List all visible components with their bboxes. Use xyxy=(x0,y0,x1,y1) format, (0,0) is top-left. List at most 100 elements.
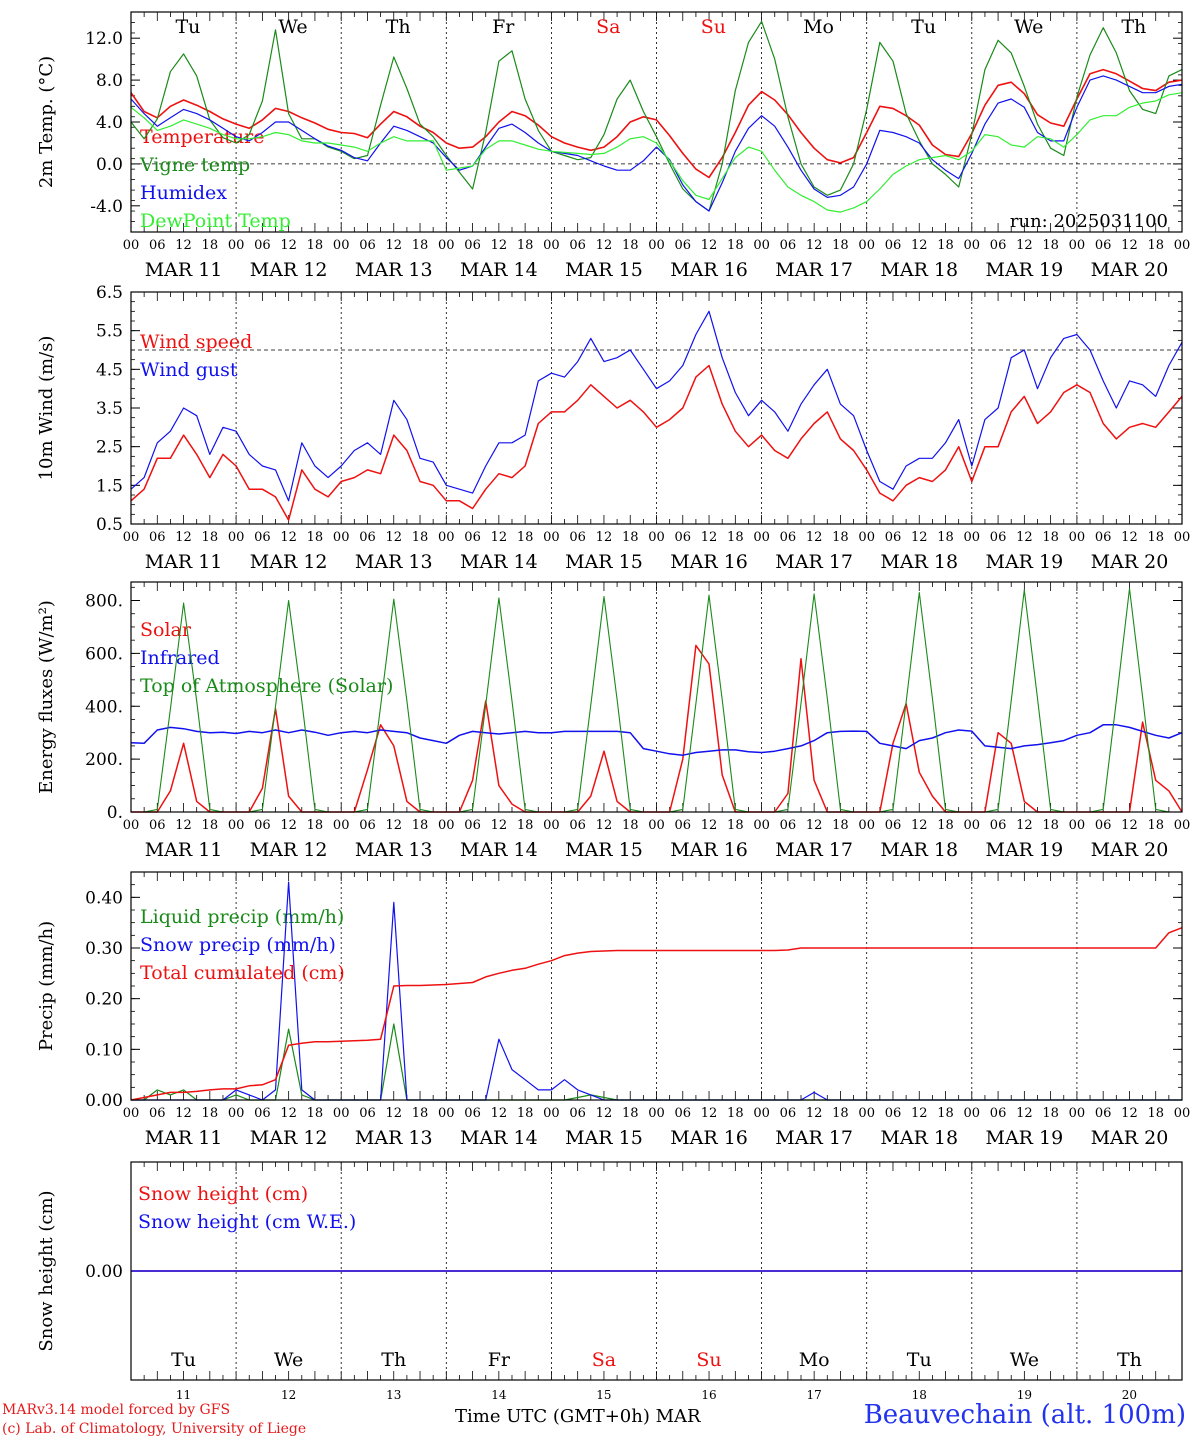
hour-tick-label: 00 xyxy=(753,530,770,545)
hour-tick-label: 06 xyxy=(149,1106,166,1121)
hour-tick-label: 06 xyxy=(569,530,586,545)
date-label: MAR 17 xyxy=(775,1127,853,1149)
hour-tick-label: 12 xyxy=(1121,1106,1138,1121)
hour-tick-label: 12 xyxy=(911,818,928,833)
date-label: MAR 18 xyxy=(880,259,958,281)
date-label: MAR 16 xyxy=(670,551,748,573)
date-label: MAR 14 xyxy=(460,1127,538,1149)
date-label: MAR 13 xyxy=(355,839,433,861)
y-tick-label: 3.5 xyxy=(96,399,123,419)
hour-tick-label: 06 xyxy=(464,1106,481,1121)
legend-entry: Snow precip (mm/h) xyxy=(140,934,336,956)
date-label: MAR 13 xyxy=(355,1127,433,1149)
hour-tick-label: 18 xyxy=(517,238,534,253)
hour-tick-label: 12 xyxy=(280,1106,297,1121)
hour-tick-label: 00 xyxy=(753,818,770,833)
hour-tick-label: 06 xyxy=(675,1106,692,1121)
hour-tick-label: 18 xyxy=(832,1106,849,1121)
series-line-temperature xyxy=(130,68,1183,179)
hour-tick-label: 18 xyxy=(1042,238,1059,253)
hour-tick-label: 06 xyxy=(990,238,1007,253)
hour-tick-label: 06 xyxy=(569,238,586,253)
hour-tick-label: 00 xyxy=(964,238,981,253)
hour-tick-label: 18 xyxy=(727,1106,744,1121)
legend-entry: Humidex xyxy=(140,182,227,204)
plot-frame xyxy=(130,1161,1183,1381)
date-label: MAR 14 xyxy=(460,839,538,861)
hour-tick-label: 18 xyxy=(832,818,849,833)
y-tick-label: 600. xyxy=(85,644,123,664)
hour-tick-label: 12 xyxy=(701,1106,718,1121)
series-line-humidex xyxy=(130,75,1183,212)
hour-tick-label: 06 xyxy=(990,818,1007,833)
series-line-dewpoint-temp xyxy=(130,92,1183,213)
date-label: MAR 12 xyxy=(250,551,328,573)
hour-tick-label: 00 xyxy=(123,238,140,253)
hour-tick-label: 12 xyxy=(1121,530,1138,545)
hour-tick-label: 06 xyxy=(675,530,692,545)
date-label: MAR 13 xyxy=(355,551,433,573)
y-axis-label: 10m Wind (m/s) xyxy=(36,336,57,481)
hour-tick-label: 18 xyxy=(1042,530,1059,545)
weekday-label-bottom: We xyxy=(274,1349,303,1371)
hour-tick-label: 18 xyxy=(832,530,849,545)
y-tick-label: 12.0 xyxy=(85,29,123,49)
weekday-label-top: Sa xyxy=(596,16,620,38)
weekday-label-top: Tu xyxy=(911,16,936,38)
hour-tick-label: 00 xyxy=(858,818,875,833)
hour-tick-label: 12 xyxy=(175,530,192,545)
hour-tick-label: 06 xyxy=(780,238,797,253)
hour-tick-label: 18 xyxy=(937,530,954,545)
y-tick-label: -4.0 xyxy=(90,197,123,217)
hour-tick-label: 00 xyxy=(228,818,245,833)
date-label: MAR 15 xyxy=(565,259,643,281)
hour-tick-label: 06 xyxy=(1095,530,1112,545)
hour-tick-label: 12 xyxy=(911,1106,928,1121)
hour-tick-label: 00 xyxy=(333,238,350,253)
hour-tick-label: 12 xyxy=(1016,818,1033,833)
date-label: MAR 16 xyxy=(670,839,748,861)
hour-tick-label: 00 xyxy=(648,818,665,833)
y-tick-label: 0. xyxy=(107,803,123,823)
hour-tick-label: 12 xyxy=(491,1106,508,1121)
hour-tick-label: 18 xyxy=(412,238,429,253)
hour-tick-label: 00 xyxy=(438,238,455,253)
weekday-label-top: Th xyxy=(386,16,411,38)
date-label: MAR 17 xyxy=(775,259,853,281)
x-axis-title-text: Time UTC (GMT+0h) xyxy=(455,1406,650,1427)
weekday-label-bottom: Th xyxy=(381,1349,406,1371)
date-label: MAR 19 xyxy=(985,839,1063,861)
date-label: MAR 11 xyxy=(145,1127,223,1149)
hour-tick-label: 12 xyxy=(385,238,402,253)
hour-tick-label: 06 xyxy=(1095,818,1112,833)
weekday-label-top: Mo xyxy=(803,16,834,38)
series-line-total-cumulated-cm- xyxy=(130,927,1183,1101)
panel-2: 6.5 5.5 4.5 3.5 2.5 1.5 0.5 10m Wind (m/s) Wind … xyxy=(36,283,1190,573)
hour-tick-label: 18 xyxy=(307,1106,324,1121)
hour-tick-label: 00 xyxy=(1174,818,1191,833)
legend-entry: Snow height (cm) xyxy=(138,1183,308,1205)
date-label: MAR 12 xyxy=(250,1127,328,1149)
hour-tick-label: 00 xyxy=(964,818,981,833)
date-label: MAR 19 xyxy=(985,259,1063,281)
hour-tick-label: 00 xyxy=(858,238,875,253)
panel-4: 0.40 0.30 0.20 0.10 0.00 Precip (mm/h) Liquid … xyxy=(36,871,1190,1149)
hour-tick-label: 18 xyxy=(622,818,639,833)
hour-tick-label: 00 xyxy=(648,1106,665,1121)
date-label: MAR 20 xyxy=(1091,551,1169,573)
hour-tick-label: 12 xyxy=(175,238,192,253)
weekday-label-bottom: Tu xyxy=(907,1349,932,1371)
hour-tick-label: 18 xyxy=(622,1106,639,1121)
hour-tick-label: 12 xyxy=(806,238,823,253)
day-number-label: 16 xyxy=(701,1388,716,1402)
hour-tick-label: 06 xyxy=(885,1106,902,1121)
weekday-label-top: Fr xyxy=(492,16,515,38)
hour-tick-label: 00 xyxy=(964,1106,981,1121)
weekday-label-bottom: We xyxy=(1010,1349,1039,1371)
hour-tick-label: 06 xyxy=(675,818,692,833)
hour-tick-label: 18 xyxy=(622,238,639,253)
y-tick-label: 2.5 xyxy=(96,438,123,458)
y-tick-label: 0.30 xyxy=(85,939,123,959)
legend-entry: Wind speed xyxy=(140,331,252,353)
date-label: MAR 15 xyxy=(565,1127,643,1149)
